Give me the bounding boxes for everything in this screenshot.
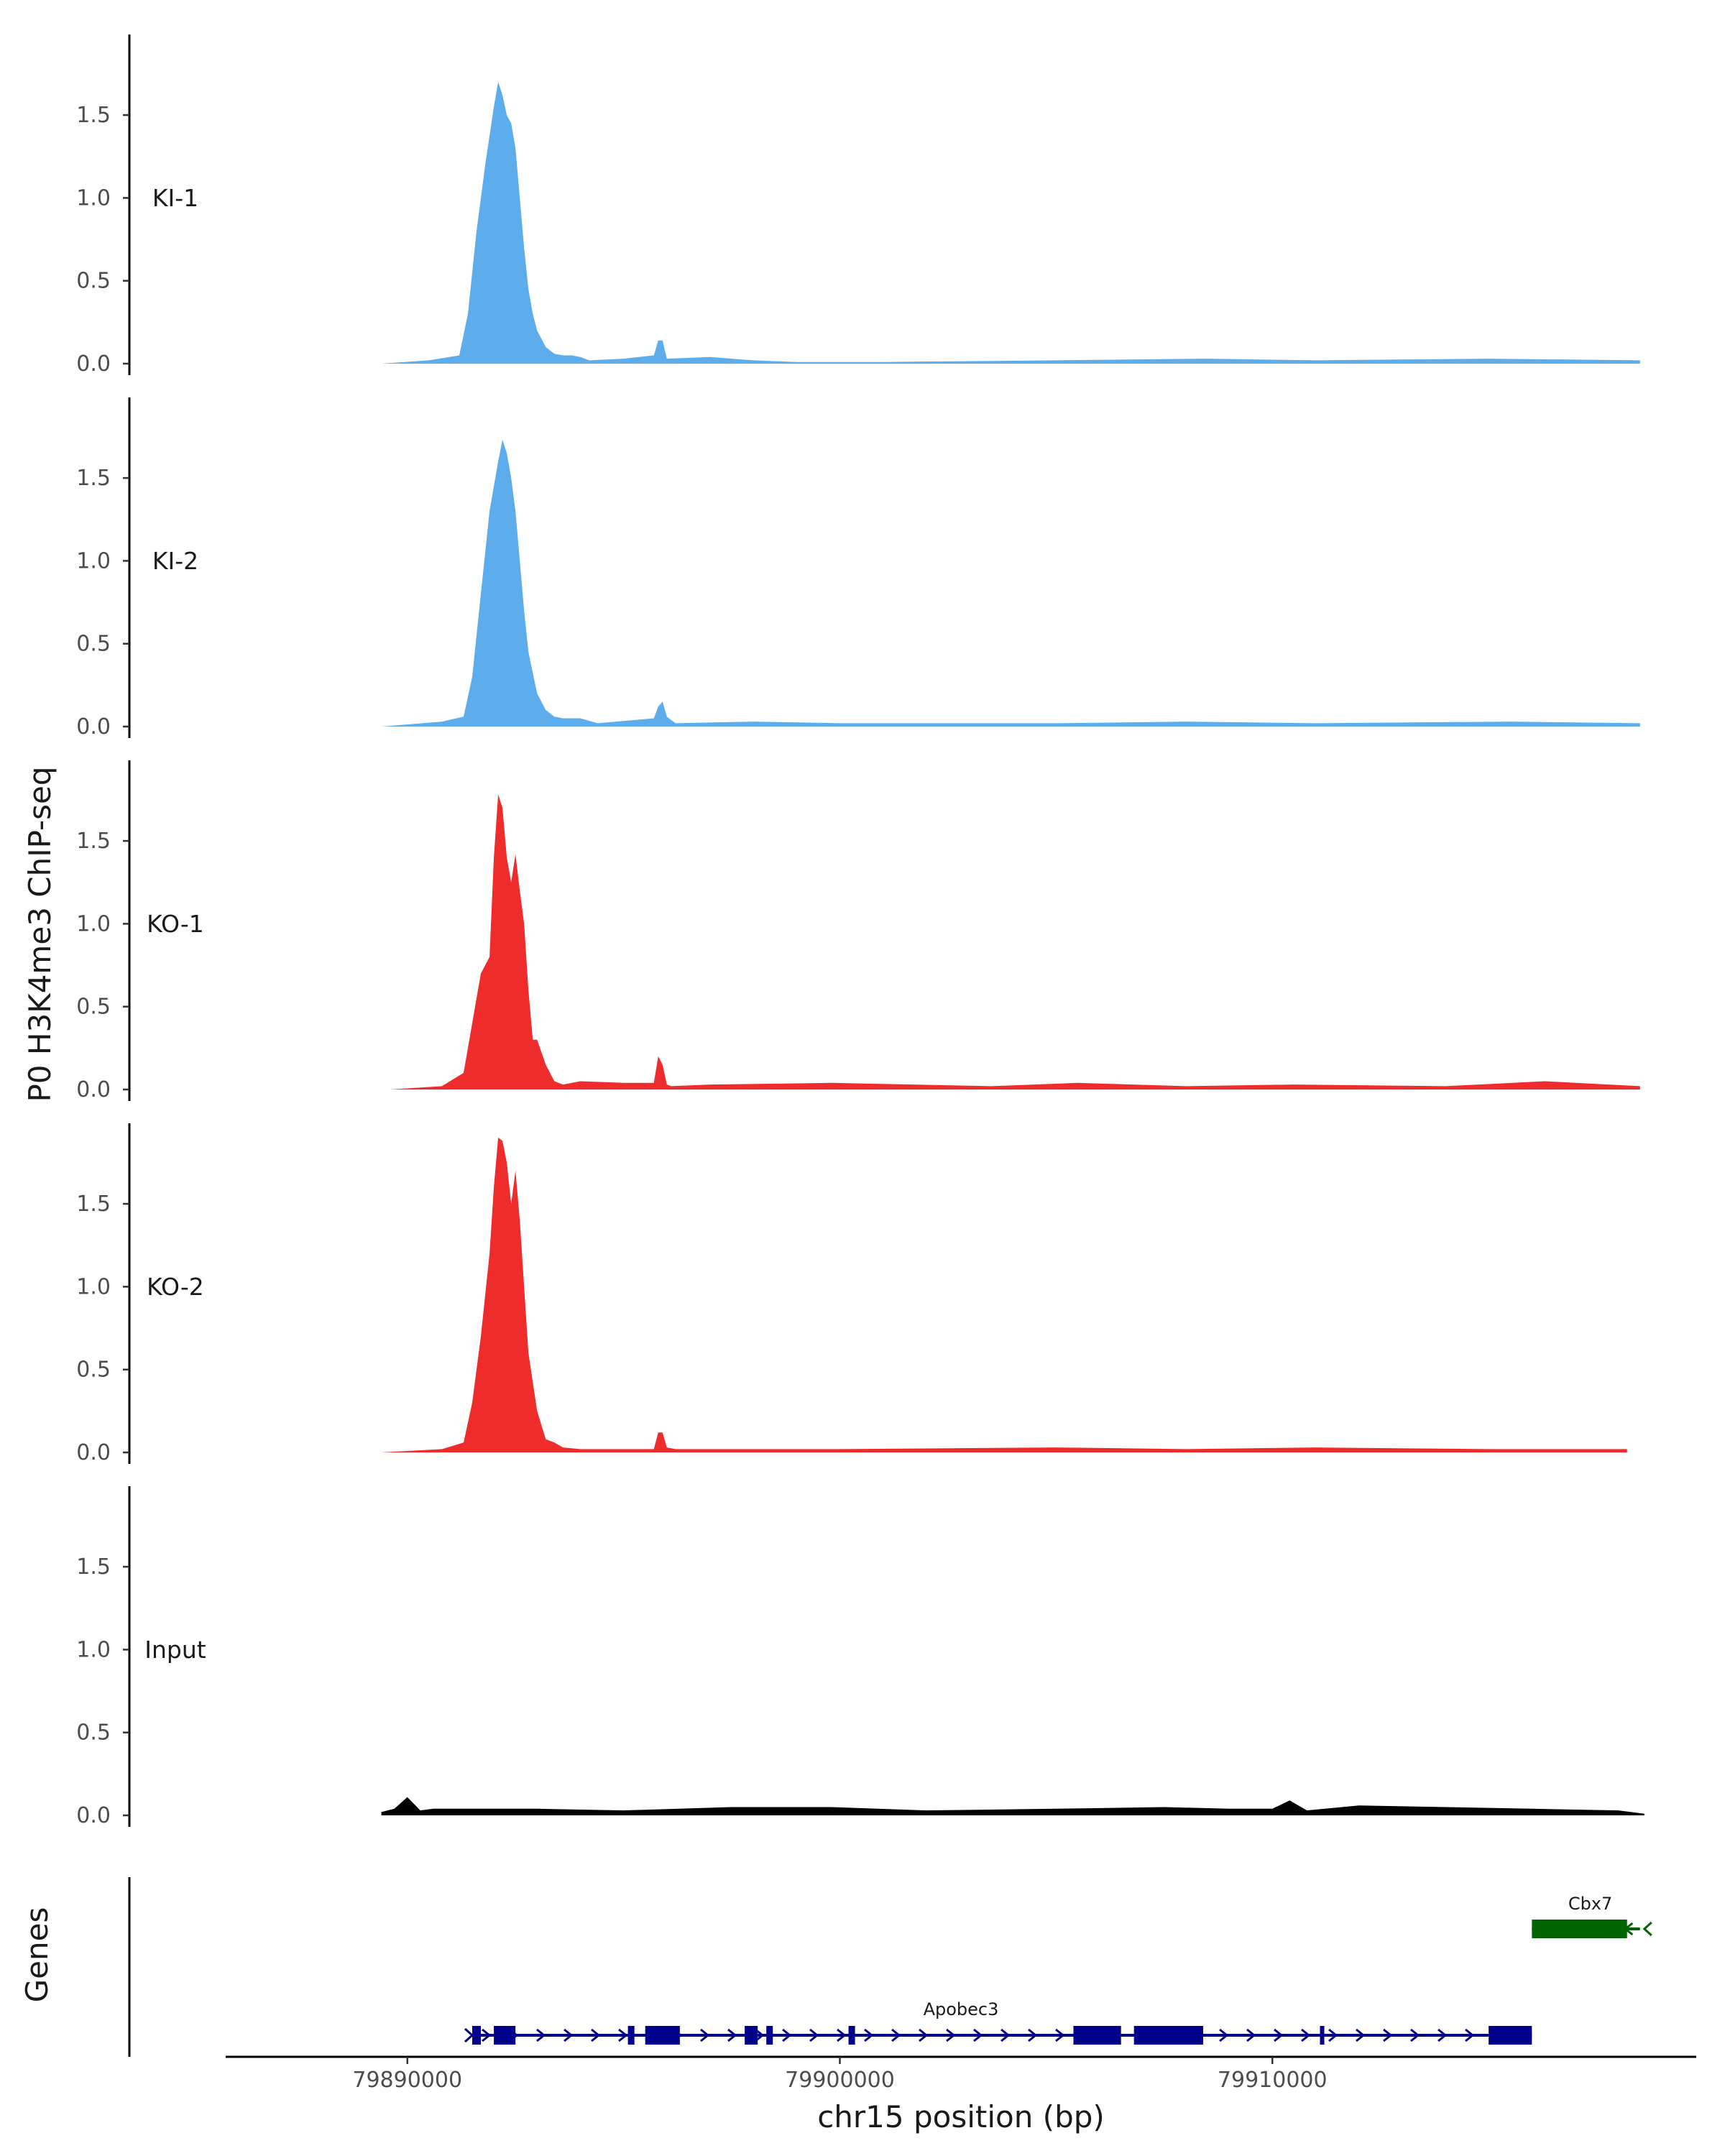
signal-area-input (381, 1797, 1644, 1815)
strand-arrow (891, 2028, 901, 2042)
gene-label-cbx7: Cbx7 (1568, 1894, 1612, 1914)
gene-exon (1532, 1920, 1627, 1938)
strand-arrow (864, 2028, 874, 2042)
gene-annotation-track: Genes Apobec3 Cbx7 (19, 1877, 1652, 2057)
y-tick-label: 0.5 (76, 1720, 111, 1746)
strand-arrow (618, 2028, 628, 2042)
track-label: KO-2 (147, 1273, 204, 1301)
track-label: KI-1 (152, 184, 198, 212)
strand-arrow (1274, 2028, 1284, 2042)
track-ko-1: 0.0 0.5 1.0 1.5 KO-1 (76, 760, 1640, 1102)
x-tick-label: 79900000 (785, 2068, 895, 2093)
track-input: 0.0 0.5 1.0 1.5 Input (76, 1486, 1644, 1828)
strand-arrow (591, 2028, 601, 2042)
strand-arrow (1000, 2028, 1011, 2042)
gene-exon (766, 2026, 773, 2045)
strand-arrow (1383, 2028, 1393, 2042)
gene-exon (627, 2026, 635, 2045)
track-label: KO-1 (147, 910, 204, 938)
strand-arrow (1438, 2028, 1448, 2042)
y-tick-label: 0.0 (76, 1440, 111, 1465)
strand-arrow (919, 2028, 929, 2042)
gene-exon (1133, 2026, 1203, 2045)
strand-arrow (1410, 2028, 1420, 2042)
strand-arrow (973, 2028, 983, 2042)
strand-arrow (1356, 2028, 1366, 2042)
strand-arrow (1328, 2028, 1338, 2042)
track-ko-2: 0.0 0.5 1.0 1.5 KO-2 (76, 1123, 1627, 1465)
y-tick-label: 0.0 (76, 351, 111, 377)
track-label: KI-2 (152, 547, 198, 575)
y-tick-label: 0.5 (76, 1358, 111, 1383)
strand-arrow (782, 2028, 792, 2042)
strand-arrow (809, 2028, 819, 2042)
gene-exon (1073, 2026, 1121, 2045)
y-tick-label: 1.0 (76, 1637, 111, 1662)
strand-arrow (837, 2028, 847, 2042)
gene-cbx7: Cbx7 (1532, 1894, 1652, 1938)
x-tick-label: 79890000 (352, 2068, 462, 2093)
strand-arrow (1219, 2028, 1229, 2042)
y-tick-label: 0.5 (76, 269, 111, 294)
strand-arrow (482, 2028, 492, 2042)
strand-arrow (564, 2028, 574, 2042)
y-tick-label: 1.0 (76, 185, 111, 211)
signal-area-ki-1 (381, 82, 1640, 364)
strand-arrow (755, 2028, 765, 2042)
y-tick-label: 1.0 (76, 1274, 111, 1299)
strand-arrow (1301, 2028, 1311, 2042)
genes-track-title: Genes (19, 1907, 55, 2003)
strand-arrow (700, 2028, 710, 2042)
x-axis: chr15 position (bp) 79890000 79900000 7991… (226, 2055, 1696, 2134)
y-tick-label: 1.5 (76, 829, 111, 854)
x-axis-title: chr15 position (bp) (817, 2099, 1105, 2134)
y-tick-label: 1.5 (76, 1554, 111, 1580)
gene-label-apobec3: Apobec3 (924, 1999, 999, 2019)
strand-arrow (1465, 2028, 1475, 2042)
gene-exon (1489, 2026, 1532, 2045)
strand-arrow (1055, 2028, 1065, 2042)
signal-area-ki-2 (381, 440, 1640, 727)
strand-arrow (1642, 1921, 1652, 1937)
y-axis-title: P0 H3K4me3 ChIP-seq (22, 766, 58, 1102)
y-tick-label: 0.5 (76, 995, 111, 1020)
track-label: Input (144, 1636, 206, 1664)
gene-exon (494, 2026, 516, 2045)
x-tick-label: 79910000 (1218, 2068, 1328, 2093)
gene-exon (1320, 2026, 1325, 2045)
strand-arrow (1246, 2028, 1256, 2042)
strand-arrow (1028, 2028, 1038, 2042)
y-tick-label: 1.5 (76, 1192, 111, 1217)
gene-exon (745, 2026, 758, 2045)
gene-exon (848, 2026, 855, 2045)
gene-apobec3: Apobec3 (464, 1999, 1532, 2045)
y-tick-label: 0.0 (76, 1803, 111, 1828)
signal-tracks: 0.0 0.5 1.0 1.5 KI-1 0.0 0.5 1.0 1.5 KI-2 0.0 0.5 1.… (76, 34, 1644, 1828)
strand-arrow (464, 2027, 474, 2043)
strand-arrow (727, 2028, 737, 2042)
track-ki-2: 0.0 0.5 1.0 1.5 KI-2 (76, 397, 1640, 740)
track-ki-1: 0.0 0.5 1.0 1.5 KI-1 (76, 34, 1640, 377)
strand-arrow (946, 2028, 956, 2042)
y-tick-label: 0.0 (76, 714, 111, 740)
signal-area-ko-1 (390, 794, 1640, 1089)
y-tick-label: 1.0 (76, 548, 111, 573)
y-tick-label: 1.5 (76, 103, 111, 128)
y-tick-label: 0.0 (76, 1077, 111, 1102)
strand-arrow (536, 2028, 546, 2042)
gene-exon (472, 2026, 482, 2045)
y-tick-label: 1.0 (76, 911, 111, 936)
y-tick-label: 0.5 (76, 632, 111, 657)
signal-area-ko-2 (381, 1137, 1627, 1452)
gene-exon (645, 2026, 680, 2045)
y-tick-label: 1.5 (76, 466, 111, 491)
